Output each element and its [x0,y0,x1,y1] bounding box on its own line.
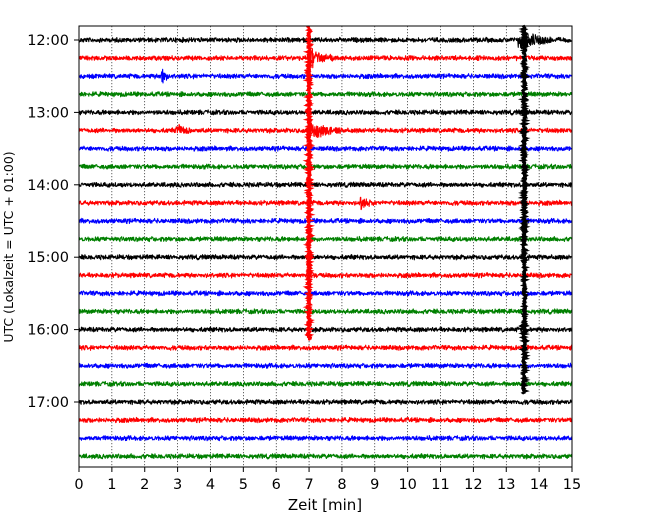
x-tick-label: 0 [74,477,83,493]
x-tick-label: 10 [398,477,416,493]
trace-row [78,163,573,170]
trace-row [78,181,573,188]
x-tick-label: 15 [563,477,581,493]
axes: 0 1 2 3 4 5 6 7 8 9 10 11 12 13 14 1512:0013:0014:0015:… [27,25,581,493]
plot-frame [78,25,573,468]
x-tick-label: 9 [370,477,379,493]
trace-row [78,109,573,116]
trace-row [78,380,573,388]
x-tick-label: 14 [530,477,548,493]
trace-row [78,32,573,50]
x-tick-label: 11 [431,477,449,493]
trace-row [78,235,573,243]
trace-row [78,416,573,424]
x-tick-label: 2 [140,477,149,493]
y-tick-label: 14:00 [27,178,69,194]
x-tick-label: 12 [464,477,482,493]
trace-row [78,48,573,69]
trace-row [78,362,573,369]
trace-row [78,68,572,84]
y-tick-label: 15:00 [27,250,69,266]
trace-row [78,272,573,279]
trace-row [78,196,573,211]
x-tick-label: 1 [107,477,116,493]
trace-row [78,435,573,442]
plot-area [78,24,573,467]
vertical-trace [302,25,316,341]
x-tick-label: 7 [304,477,313,493]
x-tick-label: 4 [206,477,215,493]
y-tick-label: 12:00 [27,33,69,49]
y-tick-label: 16:00 [27,323,69,339]
trace-row [78,344,573,351]
trace-row [78,254,573,261]
vertical-trace [517,24,532,395]
trace-row [78,217,573,225]
trace-row [78,290,573,297]
trace-row [78,453,573,460]
y-tick-label: 17:00 [27,395,69,411]
x-tick-label: 5 [239,477,248,493]
x-tick-label: 6 [272,477,281,493]
x-axis-label: Zeit [min] [288,496,362,514]
trace-row [78,308,573,315]
trace-row [78,326,573,333]
trace-row [78,91,573,98]
x-tick-label: 13 [497,477,515,493]
x-tick-label: 3 [173,477,182,493]
trace-row [78,398,573,406]
x-tick-label: 8 [337,477,346,493]
trace-row [78,145,573,152]
trace-row [78,119,573,142]
y-axis-label: UTC (Lokalzeit = UTC + 01:00) [1,151,16,342]
y-tick-label: 13:00 [27,105,69,121]
